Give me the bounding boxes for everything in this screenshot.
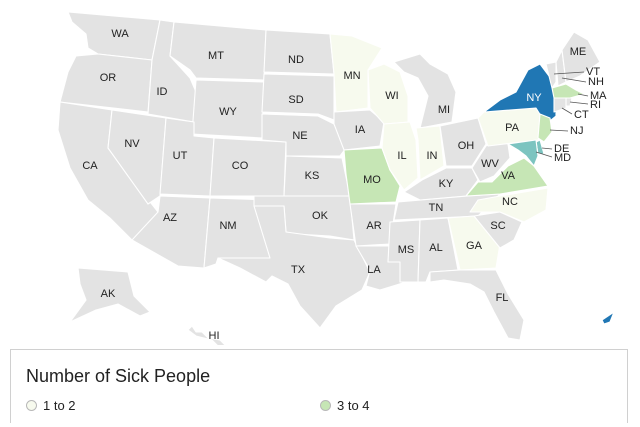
state-MA[interactable] [551, 83, 585, 99]
leader-vt [553, 71, 585, 75]
state-CT[interactable] [553, 97, 567, 113]
label-NH: NH [588, 76, 604, 88]
state-VT[interactable] [545, 61, 557, 89]
label-WI: WI [385, 90, 398, 102]
state-NV[interactable] [107, 109, 167, 205]
state-ME[interactable] [561, 31, 601, 83]
label-MA: MA [590, 90, 607, 102]
legend-swatch [26, 400, 37, 411]
state-MD[interactable] [507, 139, 539, 167]
label-AK: AK [101, 288, 116, 300]
leader-nj [549, 129, 569, 132]
state-HI[interactable] [187, 325, 226, 345]
island-marker [601, 311, 615, 325]
state-NC[interactable] [469, 187, 549, 223]
legend-title: Number of Sick People [26, 366, 211, 386]
label-LA: LA [367, 264, 381, 276]
state-FL[interactable] [429, 269, 525, 341]
label-NJ: NJ [570, 125, 583, 137]
label-NM: NM [219, 220, 236, 232]
leader-ct [561, 107, 573, 115]
label-CO: CO [232, 160, 249, 172]
label-MN: MN [343, 70, 360, 82]
state-MN[interactable] [329, 33, 383, 113]
label-RI: RI [590, 99, 601, 111]
label-VT: VT [586, 66, 600, 78]
label-NC: NC [502, 196, 518, 208]
state-SD[interactable] [261, 73, 335, 121]
label-KY: KY [439, 178, 454, 190]
state-IA[interactable] [333, 109, 385, 151]
label-UT: UT [173, 150, 188, 162]
label-AZ: AZ [163, 212, 177, 224]
state-GA[interactable] [447, 215, 501, 271]
label-MS: MS [398, 244, 415, 256]
state-IL[interactable] [381, 121, 419, 191]
label-NE: NE [292, 130, 307, 142]
label-FL: FL [496, 292, 509, 304]
label-WV: WV [481, 158, 499, 170]
state-TX[interactable] [217, 205, 371, 329]
legend-swatch [320, 400, 331, 411]
state-NE[interactable] [261, 113, 347, 157]
label-MD: MD [554, 152, 571, 164]
label-OK: OK [312, 210, 329, 222]
label-MI: MI [438, 104, 450, 116]
label-WY: WY [219, 106, 237, 118]
state-ND[interactable] [263, 29, 335, 75]
leader-nh [561, 77, 587, 83]
legend-item-1-to-2[interactable]: 1 to 2 [26, 398, 76, 413]
label-CT: CT [574, 109, 589, 121]
state-VA[interactable] [465, 157, 549, 197]
state-AR[interactable] [349, 203, 397, 247]
label-IN: IN [427, 150, 438, 162]
label-SD: SD [288, 94, 303, 106]
state-NJ[interactable] [537, 113, 553, 143]
label-PA: PA [505, 122, 520, 134]
label-WA: WA [111, 28, 129, 40]
state-IN[interactable] [415, 125, 445, 181]
us-map: WA OR CA ID NV MT WY UT AZ CO NM ND SD N… [57, 11, 615, 345]
label-SC: SC [490, 220, 505, 232]
label-NV: NV [124, 138, 140, 150]
label-ID: ID [157, 86, 168, 98]
label-AL: AL [429, 242, 442, 254]
label-OR: OR [100, 72, 117, 84]
state-AK[interactable] [69, 267, 151, 323]
legend-label: 1 to 2 [43, 398, 76, 413]
label-ND: ND [288, 54, 304, 66]
state-SC[interactable] [473, 211, 523, 249]
state-labels: WA OR CA ID NV MT WY UT AZ CO NM ND SD N… [82, 28, 607, 342]
label-GA: GA [466, 240, 483, 252]
state-MI[interactable] [393, 53, 457, 129]
label-VA: VA [501, 170, 516, 182]
legend-label: 3 to 4 [337, 398, 370, 413]
leader-de [541, 147, 553, 150]
legend: Number of Sick People 1 to 2 3 to 4 [10, 349, 628, 423]
label-KS: KS [305, 170, 320, 182]
us-map-svg: WA OR CA ID NV MT WY UT AZ CO NM ND SD N… [57, 11, 615, 345]
label-TX: TX [291, 264, 306, 276]
leader-ri [569, 101, 589, 105]
state-WI[interactable] [367, 63, 409, 125]
label-OH: OH [458, 140, 475, 152]
state-OH[interactable] [439, 117, 487, 167]
leader-md [535, 151, 553, 158]
label-IA: IA [355, 124, 366, 136]
label-NY: NY [526, 92, 542, 104]
label-HI: HI [209, 330, 220, 342]
label-CA: CA [82, 160, 98, 172]
label-MO: MO [363, 174, 381, 186]
label-ME: ME [570, 46, 587, 58]
label-TN: TN [429, 202, 444, 214]
label-AR: AR [366, 220, 381, 232]
label-DE: DE [554, 143, 569, 155]
label-IL: IL [397, 150, 406, 162]
legend-item-3-to-4[interactable]: 3 to 4 [320, 398, 370, 413]
leader-ma [577, 93, 589, 97]
label-MT: MT [208, 50, 224, 62]
